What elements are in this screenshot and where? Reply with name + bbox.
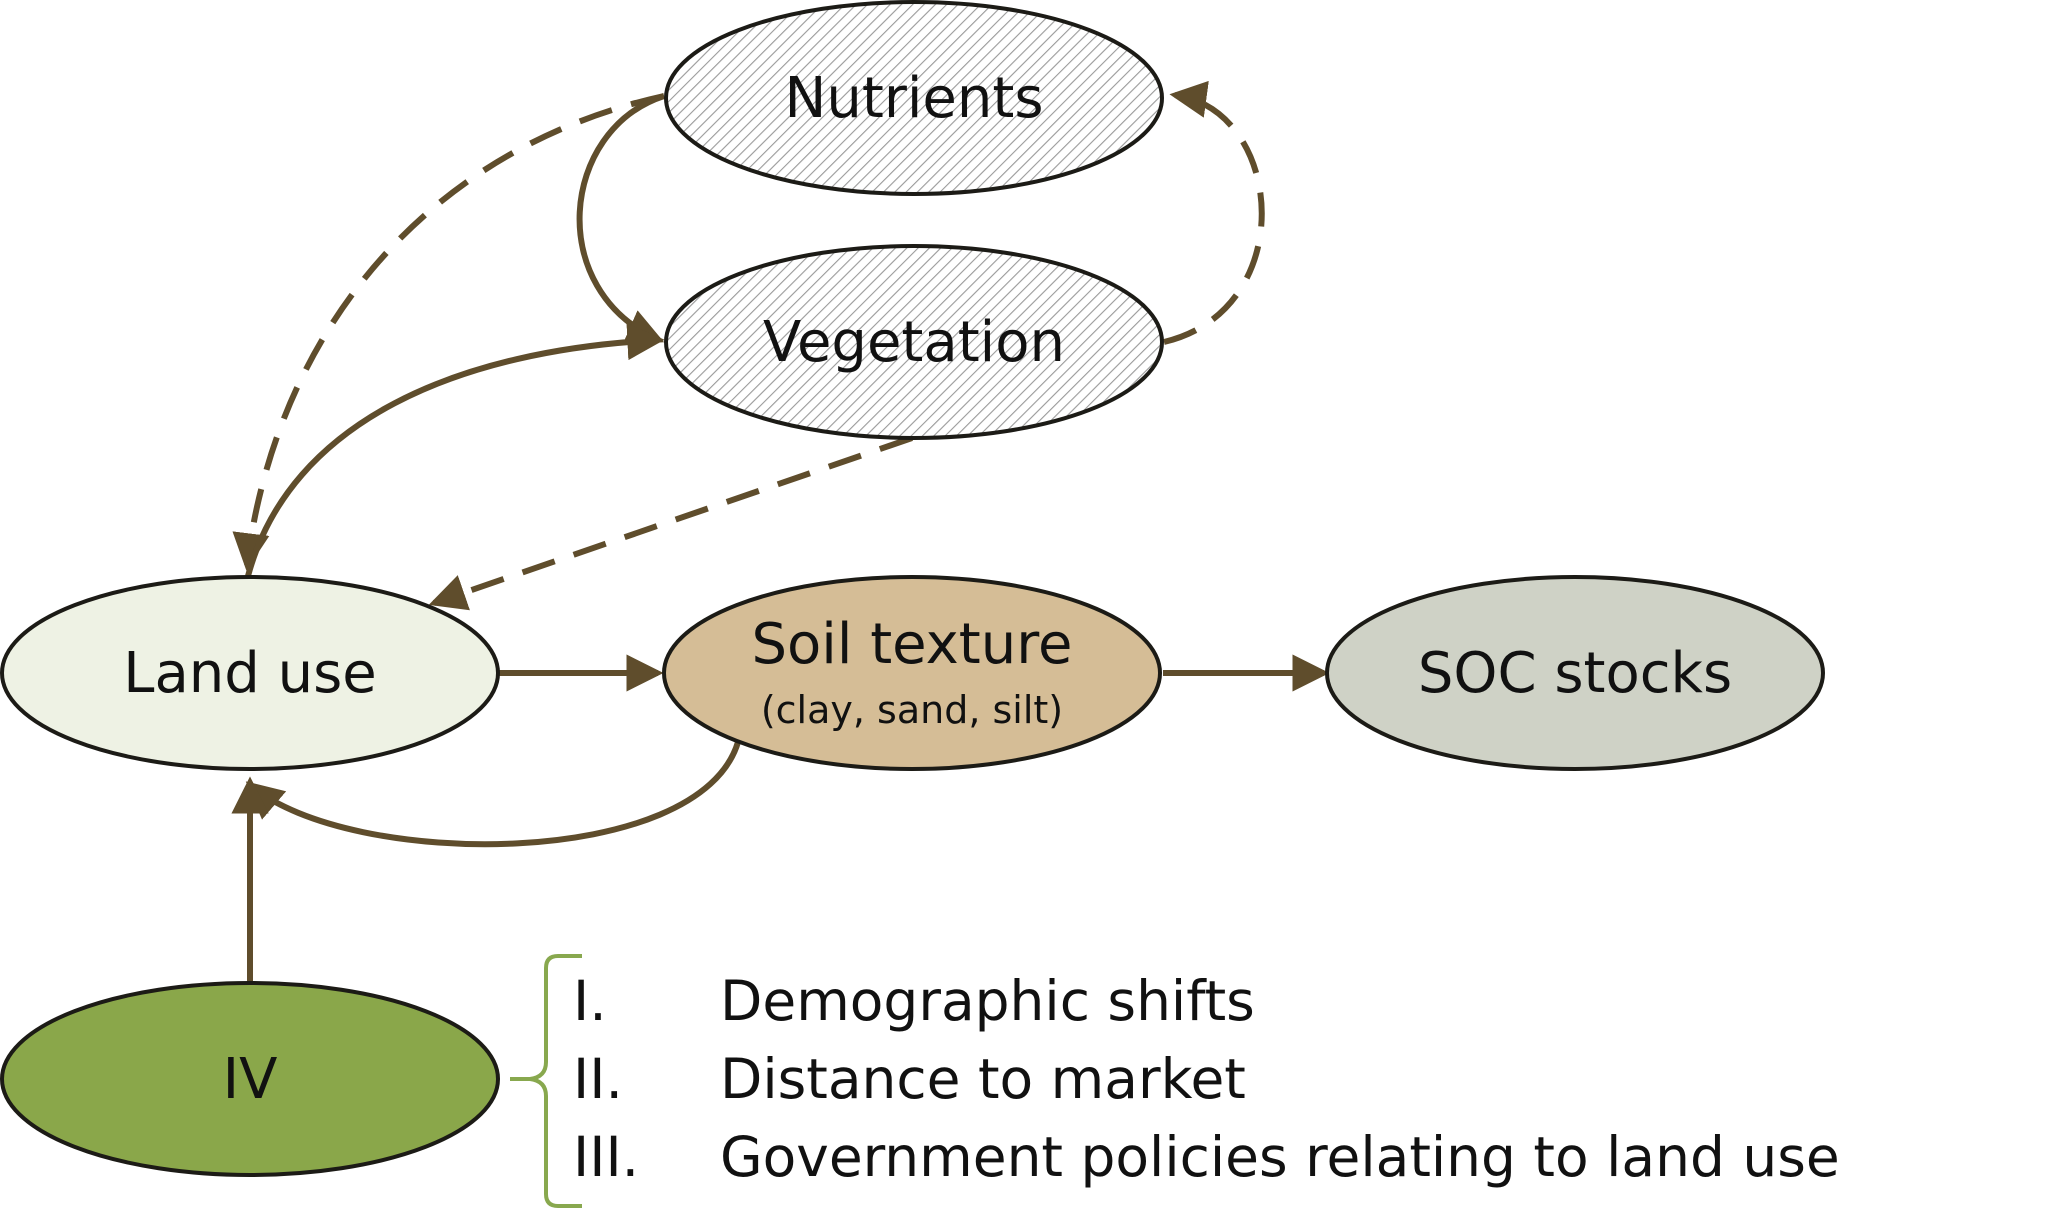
- arrow-vegetation-to-nutrients: [1163, 80, 1265, 345]
- factor-text: Demographic shifts: [720, 969, 1255, 1033]
- factor-numeral: III.: [573, 1125, 639, 1189]
- factor-item: III. Government policies relating to lan…: [573, 1125, 1840, 1189]
- factor-numeral: I.: [573, 969, 607, 1033]
- node-nutrients: Nutrients: [664, 0, 1164, 196]
- arrow-vegetation-to-land-use: [428, 435, 913, 611]
- arrow-land-use-to-vegetation: [245, 323, 665, 577]
- land-use-label: Land use: [123, 641, 376, 706]
- factor-numeral: II.: [573, 1047, 623, 1111]
- iv-label: IV: [223, 1047, 278, 1112]
- factors-list: I. Demographic shifts II. Distance to ma…: [573, 969, 1840, 1189]
- land-use-ellipse: [0, 575, 500, 771]
- factors-bracket: [510, 954, 582, 1208]
- node-iv: IV: [0, 981, 500, 1177]
- node-soc-stocks: SOC stocks: [1325, 575, 1825, 771]
- soil-texture-ellipse: [662, 575, 1162, 771]
- soil-texture-label: Soil texture: [752, 612, 1073, 677]
- node-soil-texture: Soil texture (clay, sand, silt): [662, 575, 1162, 771]
- node-vegetation: Vegetation: [664, 244, 1164, 440]
- nutrients-ellipse: [664, 0, 1164, 196]
- soc-stocks-ellipse: [1325, 575, 1825, 771]
- factor-text: Government policies relating to land use: [720, 1125, 1840, 1189]
- vegetation-label: Vegetation: [763, 310, 1065, 375]
- soil-texture-sublabel: (clay, sand, silt): [761, 688, 1063, 732]
- soc-stocks-label: SOC stocks: [1418, 641, 1732, 706]
- arrow-nutrients-to-vegetation: [576, 93, 665, 345]
- arrow-nutrients-to-land-use: [232, 93, 665, 571]
- factor-text: Distance to market: [720, 1047, 1246, 1111]
- vegetation-ellipse: [664, 244, 1164, 440]
- factor-item: I. Demographic shifts: [573, 969, 1255, 1033]
- iv-ellipse: [0, 981, 500, 1177]
- nutrients-label: Nutrients: [785, 66, 1044, 131]
- node-land-use: Land use: [0, 575, 500, 771]
- connectors: [231, 80, 1330, 984]
- arrow-soil-texture-to-land-use: [245, 741, 741, 848]
- factor-item: II. Distance to market: [573, 1047, 1246, 1111]
